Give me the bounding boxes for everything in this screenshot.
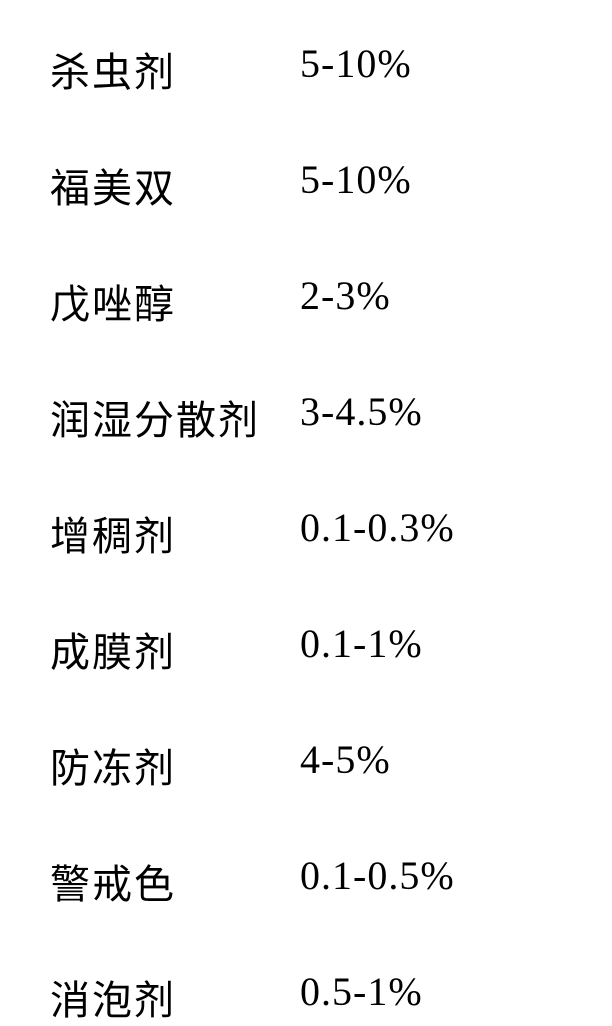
ingredient-label: 杀虫剂 (50, 40, 300, 98)
table-row: 消泡剂 0.5-1% (50, 968, 562, 1026)
ingredient-value: 2-3% (300, 272, 391, 330)
ingredient-label: 成膜剂 (50, 620, 300, 678)
ingredient-label: 警戒色 (50, 852, 300, 910)
ingredient-label: 防冻剂 (50, 736, 300, 794)
ingredient-label: 消泡剂 (50, 968, 300, 1026)
table-row: 成膜剂 0.1-1% (50, 620, 562, 678)
ingredient-value: 3-4.5% (300, 388, 423, 446)
ingredient-table: 杀虫剂 5-10% 福美双 5-10% 戊唑醇 2-3% 润湿分散剂 3-4.5… (50, 40, 562, 1026)
table-row: 警戒色 0.1-0.5% (50, 852, 562, 910)
ingredient-value: 0.1-0.3% (300, 504, 455, 562)
table-row: 增稠剂 0.1-0.3% (50, 504, 562, 562)
ingredient-label: 福美双 (50, 156, 300, 214)
ingredient-label: 润湿分散剂 (50, 388, 300, 446)
ingredient-value: 0.1-1% (300, 620, 423, 678)
ingredient-value: 5-10% (300, 40, 412, 98)
ingredient-label: 增稠剂 (50, 504, 300, 562)
ingredient-value: 0.1-0.5% (300, 852, 455, 910)
ingredient-value: 0.5-1% (300, 968, 423, 1026)
table-row: 戊唑醇 2-3% (50, 272, 562, 330)
table-row: 杀虫剂 5-10% (50, 40, 562, 98)
ingredient-value: 5-10% (300, 156, 412, 214)
table-row: 福美双 5-10% (50, 156, 562, 214)
ingredient-value: 4-5% (300, 736, 391, 794)
ingredient-label: 戊唑醇 (50, 272, 300, 330)
table-row: 防冻剂 4-5% (50, 736, 562, 794)
table-row: 润湿分散剂 3-4.5% (50, 388, 562, 446)
